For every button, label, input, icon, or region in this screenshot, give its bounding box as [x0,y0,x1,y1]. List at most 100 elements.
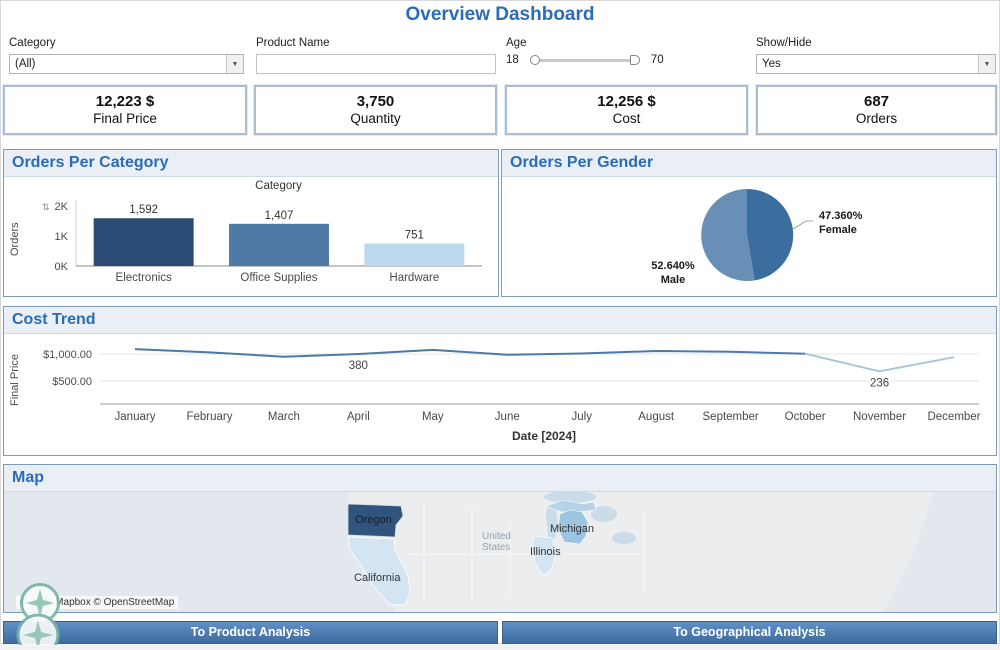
line-month-label: April [347,411,370,423]
pie-female-label: Female [819,224,857,236]
line-xlabel: Date [2024] [512,429,576,443]
cost-trend-panel: Cost Trend $1,000.00 $500.00 January Februa… [3,306,997,456]
line-annotation: 380 [349,360,368,372]
map-label-country-1: United [482,531,511,542]
kpi-cost-label: Cost [612,111,641,126]
category-filter: Category (All) ▼ [9,37,244,74]
kpi-quantity: 3,750 Quantity [254,85,497,135]
age-slider-track[interactable] [530,59,639,62]
cost-trend-line-tail[interactable] [804,352,955,373]
age-range-slider[interactable] [529,54,640,66]
sort-icon[interactable]: ⇅ [42,202,50,212]
category-dropdown-value: (All) [15,58,36,70]
pie-leader-line [792,220,813,230]
kpi-final-price-label: Final Price [93,111,157,126]
line-chart-svg: $1,000.00 $500.00 January February March Apri… [9,348,981,443]
orders-per-gender-chart: 47.360% Female 52.640% Male [502,177,996,296]
pie-female-pct: 47.360% [819,210,863,222]
map-lake-michigan [546,504,558,540]
map-panel: Map Oregon California Michigan Illinois … [3,464,997,613]
line-month-label: September [703,411,759,423]
line-month-label: November [853,411,906,423]
bar-hardware[interactable] [364,243,465,266]
show-hide-filter: Show/Hide Yes ▼ [756,37,996,74]
chevron-down-icon[interactable]: ▼ [978,55,995,73]
map-label-country-2: States [482,542,510,553]
map-title: Map [4,465,996,492]
map-label-michigan: Michigan [550,523,594,535]
bar-value-label: 751 [405,229,424,241]
bar-category-label: Electronics [116,272,172,284]
to-product-analysis-button[interactable]: To Product Analysis [3,621,498,644]
kpi-final-price-value: 12,223 $ [95,93,155,110]
map-atlantic-ocean [884,492,996,612]
bar-office-supplies[interactable] [229,223,329,266]
cost-trend-line[interactable] [134,348,806,358]
map-canvas[interactable]: Oregon California Michigan Illinois Unit… [4,491,997,612]
map-lake-huron [591,506,617,522]
product-name-filter: Product Name [256,37,496,74]
map-state-oregon[interactable] [347,503,404,538]
kpi-orders: 687 Orders [756,85,997,135]
map-label-oregon: Oregon [355,514,392,526]
pie-slice-male[interactable] [701,189,755,281]
age-slider-min-handle[interactable] [529,55,540,65]
page-title: Overview Dashboard [405,4,595,25]
age-filter-label: Age [506,37,527,49]
map-state-california[interactable] [347,536,411,606]
line-month-label: August [638,411,675,423]
map-label-illinois: Illinois [530,546,561,558]
map-pacific-ocean [4,492,394,612]
age-slider-max-handle[interactable] [629,55,640,65]
line-month-label: June [495,411,520,423]
line-ylabel: Final Price [9,354,21,406]
line-month-label: March [268,411,300,423]
category-filter-label: Category [9,37,56,49]
map-lake-erie [612,532,636,544]
bar-electronics[interactable] [93,218,194,266]
show-hide-dropdown-value: Yes [762,58,781,70]
bar-ytick: 1K [55,231,69,243]
bar-ylabel: Orders [9,222,21,256]
map-state-illinois[interactable] [531,535,557,577]
product-name-filter-label: Product Name [256,37,330,49]
product-name-input[interactable] [256,54,496,74]
line-month-label: July [572,411,593,423]
cost-trend-title: Cost Trend [4,307,996,334]
mapbox-logo-2 [15,612,61,650]
kpi-orders-value: 687 [863,93,890,110]
age-filter: Age 18 70 [506,37,751,66]
orders-per-category-title: Orders Per Category [4,150,498,177]
kpi-cost: 12,256 $ Cost [505,85,748,135]
pie-male-pct: 52.640% [651,260,695,272]
line-month-label: December [927,411,980,423]
pie-chart-svg: 47.360% Female 52.640% Male [651,188,863,286]
orders-per-gender-panel: Orders Per Gender 47.360% Female 52.640% Ma… [501,149,997,297]
orders-per-category-chart: 2K 1K 0K 1,592 Electronics 1,407 Office Suppli… [4,194,498,296]
age-min-value: 18 [506,54,519,66]
line-ytick: $500.00 [52,376,92,388]
line-month-label: May [422,411,444,423]
map-state-borders [404,500,645,604]
kpi-final-price: 12,223 $ Final Price [3,85,247,135]
pie-slice-female[interactable] [747,188,794,281]
line-ytick: $1,000.00 [43,349,92,361]
show-hide-filter-label: Show/Hide [756,37,812,49]
to-geographical-analysis-button[interactable]: To Geographical Analysis [502,621,997,644]
kpi-orders-label: Orders [855,111,898,126]
pie-male-label: Male [661,274,685,286]
kpi-quantity-label: Quantity [350,111,401,126]
category-axis-header: Category [255,180,302,192]
category-dropdown[interactable]: (All) ▼ [9,54,244,74]
bar-chart-svg: 2K 1K 0K 1,592 Electronics 1,407 Office Suppli… [9,200,482,284]
map-state-michigan[interactable] [557,509,589,545]
line-month-label: February [186,411,232,423]
bar-value-label: 1,407 [265,210,294,222]
bar-ytick: 0K [55,261,69,273]
bar-value-label: 1,592 [129,204,158,216]
chevron-down-icon[interactable]: ▼ [226,55,243,73]
line-annotation: 236 [870,377,889,389]
orders-per-gender-title: Orders Per Gender [502,150,996,177]
show-hide-dropdown[interactable]: Yes ▼ [756,54,996,74]
